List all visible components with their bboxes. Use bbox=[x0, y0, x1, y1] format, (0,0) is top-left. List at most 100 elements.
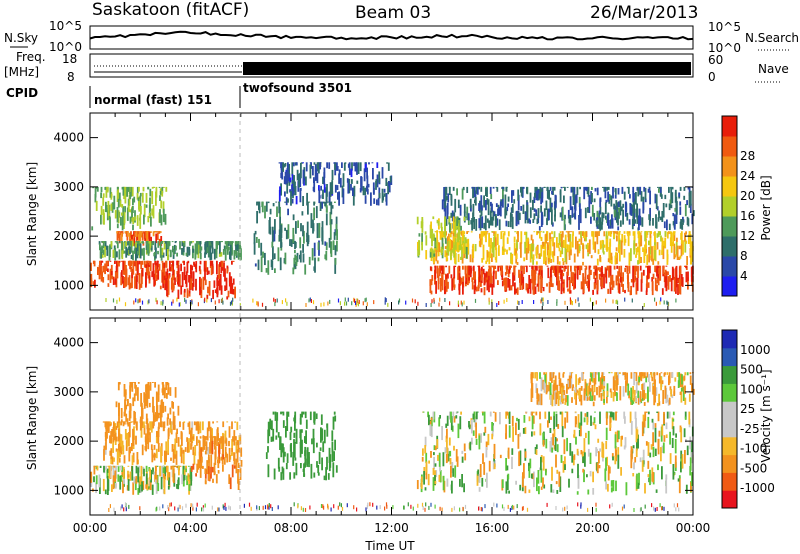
power-cell bbox=[210, 260, 212, 267]
velocity-cell bbox=[157, 392, 160, 402]
velocity-ylabel: Slant Range [km] bbox=[25, 366, 39, 470]
power-cell bbox=[309, 297, 311, 302]
velocity-cell bbox=[603, 390, 605, 405]
velocity-cell bbox=[551, 466, 553, 481]
power-cell bbox=[471, 277, 474, 283]
power-cell bbox=[629, 290, 632, 296]
power-cell bbox=[331, 205, 334, 209]
velocity-cell bbox=[589, 388, 592, 401]
power-cell bbox=[612, 280, 615, 288]
velocity-cell bbox=[117, 474, 120, 482]
power-cell bbox=[618, 231, 621, 235]
power-cell bbox=[654, 265, 656, 272]
power-cell bbox=[496, 187, 499, 192]
velocity-cell bbox=[640, 372, 643, 382]
power-cell bbox=[515, 210, 518, 227]
velocity-cell bbox=[602, 443, 605, 459]
power-cell bbox=[186, 288, 189, 298]
power-cell bbox=[124, 231, 127, 234]
velocity-cell bbox=[190, 440, 193, 446]
velocity-cell bbox=[609, 415, 612, 431]
velocity-cell bbox=[205, 441, 208, 451]
velocity-cell bbox=[141, 481, 143, 492]
power-cell bbox=[549, 252, 551, 263]
power-cell bbox=[480, 195, 483, 210]
velocity-cell bbox=[513, 505, 515, 510]
velocity-cell bbox=[658, 373, 661, 384]
velocity-cell bbox=[123, 507, 125, 512]
velocity-cell bbox=[164, 450, 166, 462]
power-cell bbox=[480, 186, 483, 192]
velocity-cell bbox=[601, 372, 604, 379]
power-cell bbox=[204, 241, 207, 254]
power-cell bbox=[140, 261, 143, 270]
power-cell bbox=[274, 219, 276, 234]
power-cell bbox=[643, 249, 646, 263]
velocity-cell bbox=[140, 485, 142, 493]
power-cell bbox=[488, 285, 490, 293]
power-cell bbox=[626, 265, 629, 272]
power-cell bbox=[538, 265, 541, 269]
velocity-cell bbox=[616, 375, 618, 391]
velocity-cell bbox=[632, 473, 635, 477]
velocity-cell bbox=[526, 507, 529, 512]
power-cell bbox=[494, 237, 497, 247]
velocity-cell bbox=[131, 443, 133, 452]
power-cell bbox=[107, 283, 110, 287]
velocity-cell bbox=[594, 424, 597, 430]
velocity-cell bbox=[271, 507, 273, 511]
velocity-cell bbox=[630, 372, 633, 379]
power-cell bbox=[517, 194, 520, 211]
power-cell bbox=[434, 237, 437, 249]
velocity-cell bbox=[216, 421, 219, 423]
velocity-cell bbox=[585, 383, 588, 399]
velocity-cell bbox=[654, 427, 657, 443]
velocity-cell bbox=[571, 397, 573, 403]
velocity-cell bbox=[120, 408, 123, 419]
power-cell bbox=[299, 172, 302, 187]
power-cell bbox=[567, 209, 570, 219]
power-cell bbox=[198, 265, 201, 272]
velocity-cell bbox=[145, 392, 148, 406]
power-cell bbox=[556, 299, 558, 304]
power-cell bbox=[682, 219, 684, 225]
velocity-cell bbox=[392, 505, 394, 510]
power-cell bbox=[605, 234, 608, 250]
velocity-cell bbox=[666, 394, 669, 403]
power-cell bbox=[645, 265, 648, 268]
velocity-cell bbox=[146, 428, 149, 444]
velocity-cell bbox=[102, 478, 105, 492]
velocity-cell bbox=[639, 391, 642, 402]
velocity-cell bbox=[226, 453, 229, 463]
power-cell bbox=[551, 202, 553, 208]
power-cell bbox=[504, 248, 506, 252]
power-cell bbox=[431, 275, 434, 281]
power-cell bbox=[537, 273, 540, 286]
power-cell bbox=[470, 265, 472, 272]
power-cell bbox=[362, 301, 364, 306]
velocity-cell bbox=[439, 470, 442, 483]
power-cell bbox=[255, 237, 258, 243]
power-cell bbox=[479, 238, 482, 248]
power-cell bbox=[444, 205, 447, 220]
velocity-cell bbox=[475, 411, 478, 420]
power-cell bbox=[430, 303, 432, 307]
velocity-cell bbox=[562, 507, 564, 512]
velocity-cell bbox=[155, 478, 158, 494]
velocity-cell bbox=[610, 480, 613, 487]
velocity-cell bbox=[123, 455, 126, 464]
power-ytick-label: 4000 bbox=[53, 131, 84, 145]
power-cell bbox=[166, 289, 168, 297]
velocity-cell bbox=[306, 458, 309, 467]
velocity-cell bbox=[222, 442, 224, 455]
velocity-cell bbox=[339, 502, 341, 507]
power-cell bbox=[485, 231, 487, 243]
velocity-cell bbox=[491, 425, 494, 437]
power-cell bbox=[204, 252, 206, 258]
velocity-cell bbox=[132, 435, 135, 446]
velocity-cell bbox=[478, 506, 480, 511]
velocity-cell bbox=[228, 426, 231, 438]
power-cell bbox=[620, 265, 623, 277]
power-cell bbox=[98, 274, 101, 279]
power-cell bbox=[670, 188, 673, 204]
